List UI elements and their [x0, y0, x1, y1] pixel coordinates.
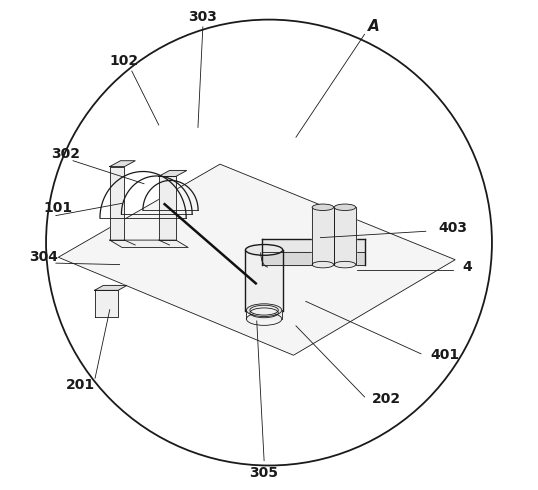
Polygon shape: [159, 176, 176, 240]
Polygon shape: [95, 285, 127, 290]
Text: 401: 401: [431, 348, 460, 362]
Ellipse shape: [245, 245, 283, 255]
Polygon shape: [245, 250, 283, 311]
Polygon shape: [95, 290, 118, 318]
Text: 305: 305: [250, 466, 279, 480]
Text: 102: 102: [110, 54, 139, 68]
Polygon shape: [159, 171, 187, 176]
Text: 202: 202: [372, 392, 401, 406]
Text: 101: 101: [44, 201, 73, 215]
Polygon shape: [58, 164, 455, 355]
Text: A: A: [369, 20, 380, 34]
Text: 303: 303: [188, 10, 217, 24]
Ellipse shape: [312, 204, 334, 211]
Ellipse shape: [250, 305, 278, 315]
Polygon shape: [312, 207, 334, 265]
Ellipse shape: [334, 204, 356, 211]
Polygon shape: [261, 252, 365, 265]
Text: 304: 304: [29, 250, 58, 264]
Polygon shape: [334, 207, 356, 265]
Polygon shape: [110, 240, 188, 247]
Polygon shape: [246, 310, 282, 319]
Ellipse shape: [246, 304, 282, 317]
Text: 302: 302: [51, 147, 80, 161]
Text: 4: 4: [463, 260, 472, 274]
Text: 403: 403: [438, 221, 467, 235]
Polygon shape: [110, 167, 124, 240]
Polygon shape: [110, 161, 135, 167]
Polygon shape: [261, 239, 365, 252]
Text: 201: 201: [66, 378, 95, 392]
